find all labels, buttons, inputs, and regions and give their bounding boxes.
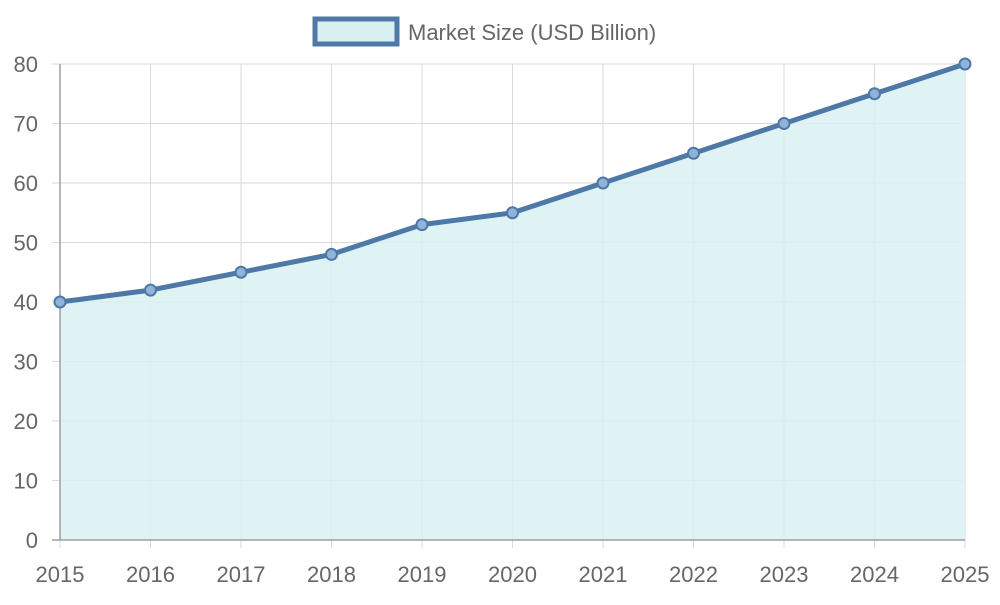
legend-swatch[interactable] [312,16,400,47]
data-point[interactable] [596,176,610,190]
y-tick-label: 30 [14,350,38,375]
area-fill [60,64,965,540]
data-point[interactable] [777,117,791,130]
data-point[interactable] [325,247,338,261]
x-tick-label: 2022 [669,562,718,587]
y-axis-tick-labels: 0 10 20 30 40 50 60 70 80 [14,52,38,553]
y-tick-label: 10 [14,469,38,494]
x-tick-label: 2024 [850,562,899,587]
data-point[interactable] [415,218,429,232]
data-point[interactable] [53,295,67,309]
data-point[interactable] [506,206,519,220]
x-tick-label: 2020 [488,562,537,587]
data-points [53,57,972,309]
x-axis-tick-labels: 2015 2016 2017 2018 2019 2020 2021 2022 2023 2024… [36,562,990,587]
x-tick-label: 2018 [307,562,356,587]
y-tick-label: 70 [14,112,38,137]
y-tick-label: 0 [26,528,38,553]
x-tick-label: 2023 [760,562,809,587]
x-tick-label: 2025 [941,562,990,587]
data-point[interactable] [868,87,881,101]
x-tick-label: 2016 [126,562,175,587]
y-tick-label: 20 [14,409,38,434]
data-point[interactable] [687,146,700,160]
x-tick-label: 2017 [217,562,266,587]
y-tick-label: 60 [14,171,38,196]
data-point[interactable] [958,57,972,71]
y-tick-label: 50 [14,231,38,256]
legend-label[interactable]: Market Size (USD Billion) [408,20,656,45]
y-tick-label: 80 [14,52,38,77]
data-point[interactable] [144,283,157,297]
x-tick-label: 2021 [579,562,628,587]
legend[interactable]: Market Size (USD Billion) [312,16,656,47]
data-point[interactable] [234,265,248,279]
y-tick-label: 40 [14,290,38,315]
x-tick-label: 2015 [36,562,85,587]
x-tick-label: 2019 [398,562,447,587]
